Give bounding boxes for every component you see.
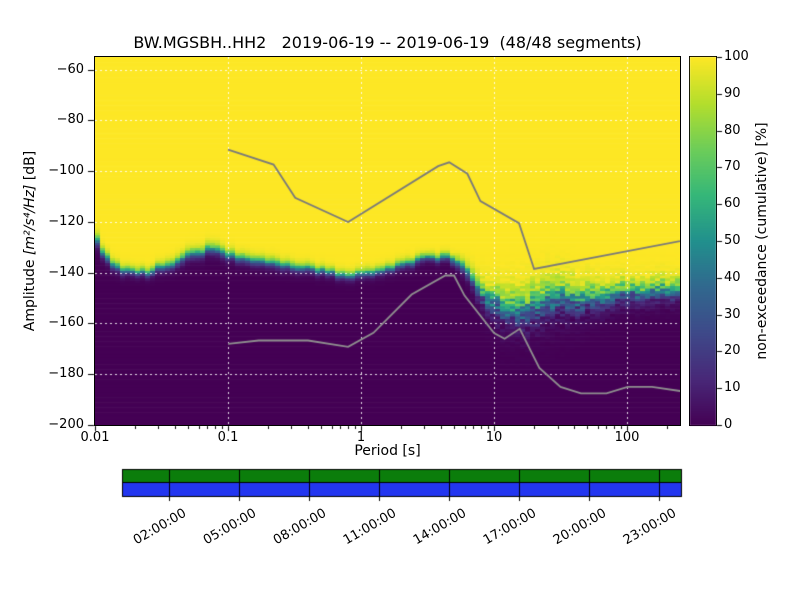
y-tick-label: −60 — [56, 61, 84, 77]
x-axis-label: Period [s] — [354, 443, 421, 459]
ppsd-heatmap-canvas — [95, 57, 680, 425]
colorbar-tick-label: 10 — [724, 380, 741, 396]
x-tick-label: 0.01 — [80, 430, 110, 445]
timeline-tick-label: 14:00:00 — [410, 505, 469, 549]
timeline-tick-label: 11:00:00 — [340, 505, 399, 549]
y-tick-label: −160 — [48, 315, 84, 331]
y-tick-label: −100 — [48, 163, 84, 179]
y-tick-label: −120 — [48, 213, 84, 229]
colorbar-tick-label: 50 — [724, 233, 741, 248]
colorbar-tick-label: 40 — [724, 269, 741, 285]
timeline-tick-label: 17:00:00 — [480, 505, 539, 549]
colorbar-tick-label: 80 — [724, 122, 741, 138]
x-tick-label: 1 — [356, 430, 366, 445]
x-tick-label: 10 — [485, 430, 503, 445]
y-tick-label: −200 — [48, 417, 84, 432]
colorbar-tick-label: 20 — [724, 343, 741, 359]
timeline-tick-label: 05:00:00 — [200, 505, 259, 549]
colorbar-tick-label: 70 — [724, 159, 741, 175]
y-tick-label: −80 — [56, 112, 84, 128]
timeline-tick-label: 08:00:00 — [270, 505, 329, 549]
colorbar-tick-label: 0 — [724, 417, 733, 432]
y-tick-label: −180 — [48, 366, 84, 382]
colorbar-tick-label: 30 — [724, 306, 741, 322]
x-tick-label: 100 — [614, 430, 640, 445]
timeline-tick-label: 02:00:00 — [130, 505, 189, 549]
x-tick-label: 0.1 — [217, 430, 239, 445]
colorbar-border — [689, 56, 717, 426]
timeline-tick-label: 20:00:00 — [550, 505, 609, 549]
plot-title: BW.MGSBH..HH2 2019-06-19 -- 2019-06-19 (… — [133, 33, 642, 52]
timeline-tick-label: 23:00:00 — [620, 505, 679, 549]
colorbar-tick-label: 90 — [724, 85, 741, 101]
colorbar-tick-label: 60 — [724, 196, 741, 212]
colorbar-tick-label: 100 — [724, 49, 749, 64]
y-tick-label: −140 — [48, 264, 84, 280]
